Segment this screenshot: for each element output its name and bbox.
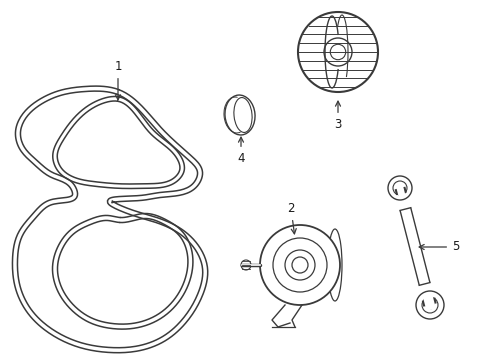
- Text: 1: 1: [114, 60, 122, 100]
- Text: 3: 3: [334, 101, 341, 131]
- Text: 5: 5: [418, 240, 458, 253]
- Text: 4: 4: [237, 137, 244, 165]
- Text: 2: 2: [286, 202, 296, 234]
